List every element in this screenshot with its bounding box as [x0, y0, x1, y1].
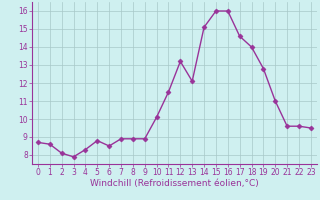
X-axis label: Windchill (Refroidissement éolien,°C): Windchill (Refroidissement éolien,°C)	[90, 179, 259, 188]
